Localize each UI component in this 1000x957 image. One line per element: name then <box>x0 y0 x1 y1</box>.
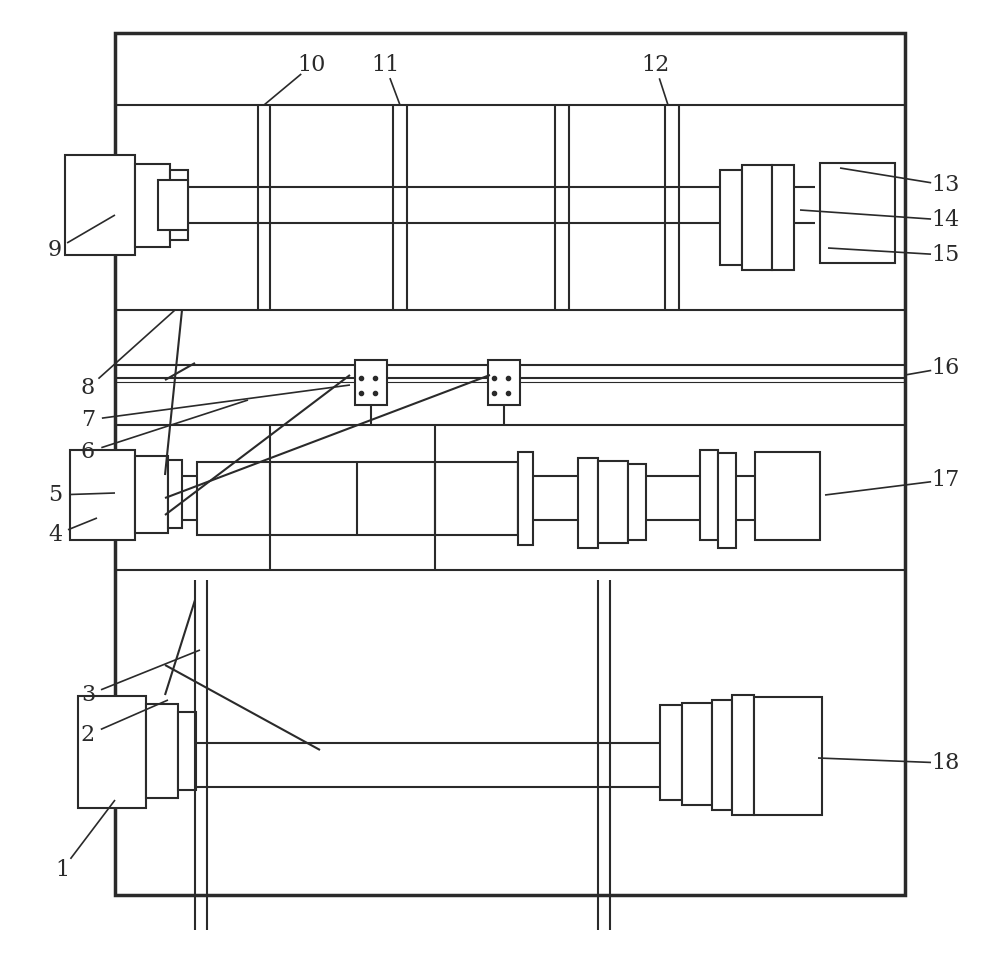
Bar <box>70 450 135 540</box>
Text: 11: 11 <box>371 54 399 76</box>
Text: 17: 17 <box>931 469 959 491</box>
Text: 13: 13 <box>931 174 959 196</box>
Bar <box>168 460 182 528</box>
Bar <box>820 163 895 263</box>
Text: 2: 2 <box>81 724 95 746</box>
Text: 7: 7 <box>81 409 95 431</box>
Text: 3: 3 <box>81 684 95 706</box>
Bar <box>135 456 168 533</box>
Bar <box>488 360 520 405</box>
Bar <box>732 695 754 815</box>
Text: 1: 1 <box>55 859 69 881</box>
Bar <box>197 462 518 535</box>
Bar <box>135 164 170 247</box>
Text: 5: 5 <box>48 484 62 506</box>
Text: 4: 4 <box>48 524 62 546</box>
Bar <box>170 170 188 240</box>
Text: 6: 6 <box>81 441 95 463</box>
Bar <box>146 704 178 798</box>
Bar <box>158 180 188 230</box>
Text: 14: 14 <box>931 209 959 231</box>
Text: 8: 8 <box>81 377 95 399</box>
Bar <box>178 712 196 790</box>
Bar <box>518 452 533 545</box>
Bar <box>755 452 820 540</box>
Bar <box>682 703 712 805</box>
Bar <box>78 696 146 808</box>
Text: 10: 10 <box>298 54 326 76</box>
Bar <box>578 458 598 548</box>
Text: 15: 15 <box>931 244 959 266</box>
Bar <box>712 700 732 810</box>
Text: 18: 18 <box>931 752 959 774</box>
Bar <box>772 165 794 270</box>
Bar <box>628 464 646 540</box>
Text: 16: 16 <box>931 357 959 379</box>
Bar <box>598 461 628 543</box>
Text: 12: 12 <box>641 54 669 76</box>
Bar <box>355 360 387 405</box>
Bar <box>754 697 822 815</box>
Bar <box>718 453 736 548</box>
Bar <box>742 165 772 270</box>
Bar <box>65 155 135 255</box>
Bar <box>720 170 742 265</box>
Text: 9: 9 <box>48 239 62 261</box>
Bar <box>115 33 905 895</box>
Bar <box>700 450 718 540</box>
Bar <box>660 705 682 800</box>
